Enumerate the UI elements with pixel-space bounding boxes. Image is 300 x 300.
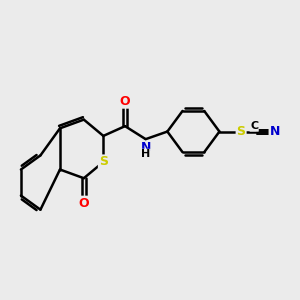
Text: H: H (141, 149, 150, 159)
Text: O: O (120, 95, 130, 108)
Text: S: S (237, 125, 246, 138)
Text: O: O (79, 197, 89, 210)
Text: N: N (270, 125, 280, 138)
Text: C: C (250, 121, 258, 131)
Text: S: S (99, 155, 108, 168)
Text: N: N (140, 141, 151, 154)
